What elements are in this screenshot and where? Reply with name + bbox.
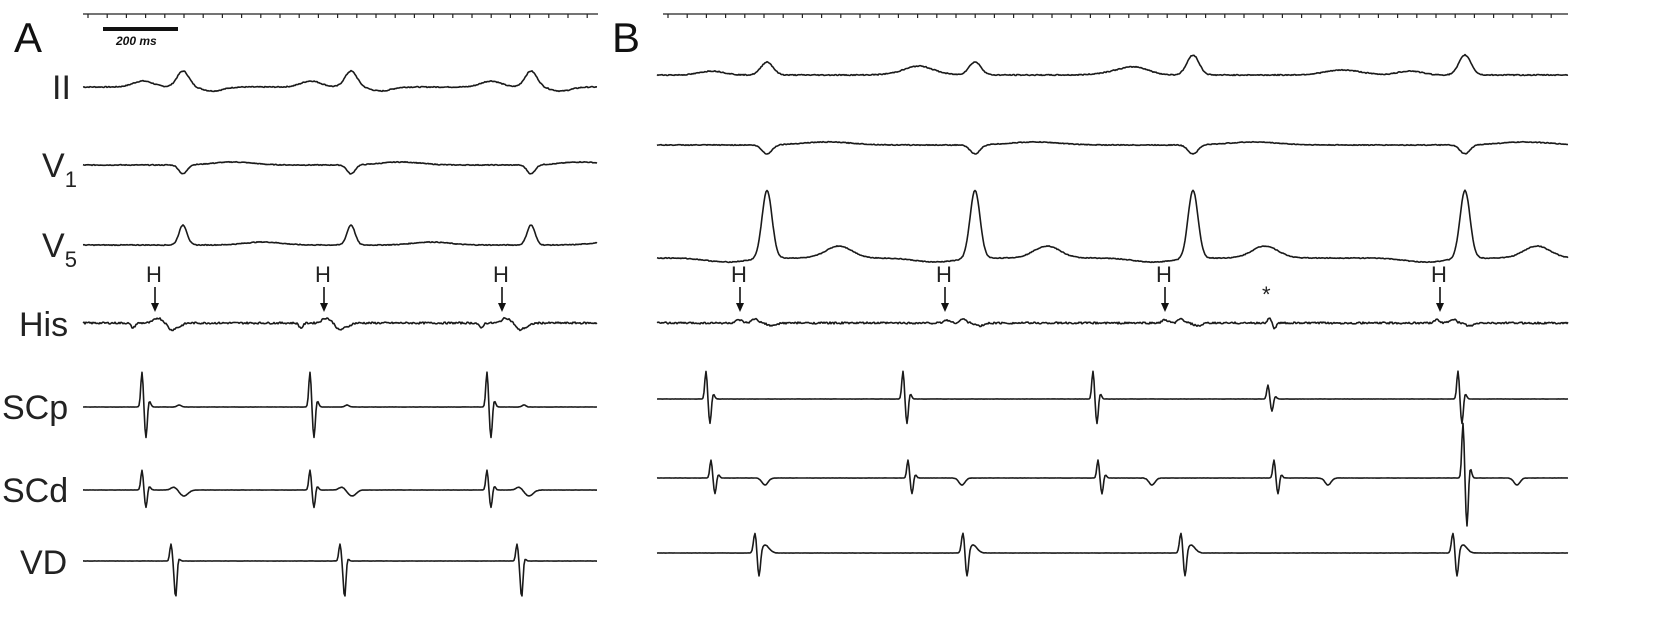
trace-b-scd	[656, 422, 1568, 527]
asterisk-marker: *	[1262, 282, 1271, 307]
trace-a-v5	[82, 224, 598, 247]
trace-a-v1	[82, 160, 598, 175]
trace-b-v1	[656, 140, 1569, 155]
traces	[82, 53, 1569, 597]
trace-a-his	[82, 316, 598, 332]
lead-v5-label: V5	[42, 227, 77, 272]
trace-a-ii	[82, 69, 598, 93]
arrow-head-icon	[941, 303, 949, 312]
arrow-head-icon	[736, 303, 744, 312]
trace-b-v5	[656, 189, 1569, 264]
his-marker-label: H	[1431, 262, 1447, 287]
trace-b-vd	[656, 532, 1569, 577]
his-marker-label: H	[936, 262, 952, 287]
scale-bar-label: 200 ms	[115, 34, 157, 48]
trace-a-scd	[83, 469, 597, 509]
arrow-head-icon	[1436, 303, 1444, 312]
his-marker-label: H	[1156, 262, 1172, 287]
trace-b-scp	[657, 370, 1569, 425]
trace-a-scp	[83, 371, 597, 439]
vd-label: VD	[20, 544, 67, 582]
time-ruler	[83, 13, 1568, 18]
arrow-head-icon	[498, 303, 506, 312]
lead-ii-label: II	[52, 69, 71, 107]
trace-a-vd	[83, 543, 597, 597]
scd-label: SCd	[2, 472, 68, 510]
his-label: His	[19, 306, 68, 344]
arrow-head-icon	[151, 303, 159, 312]
lead-v1-label: V1	[42, 147, 77, 192]
trace-b-his	[656, 317, 1569, 330]
trace-b-ii	[656, 53, 1569, 77]
arrow-head-icon	[320, 303, 328, 312]
his-marker-label: H	[493, 262, 509, 287]
panel-b-letter: B	[612, 14, 640, 61]
arrow-head-icon	[1161, 303, 1169, 312]
scp-label: SCp	[2, 389, 68, 427]
his-marker-label: H	[315, 262, 331, 287]
his-marker-label: H	[731, 262, 747, 287]
panel-a-letter: A	[14, 14, 42, 61]
his-marker-label: H	[146, 262, 162, 287]
